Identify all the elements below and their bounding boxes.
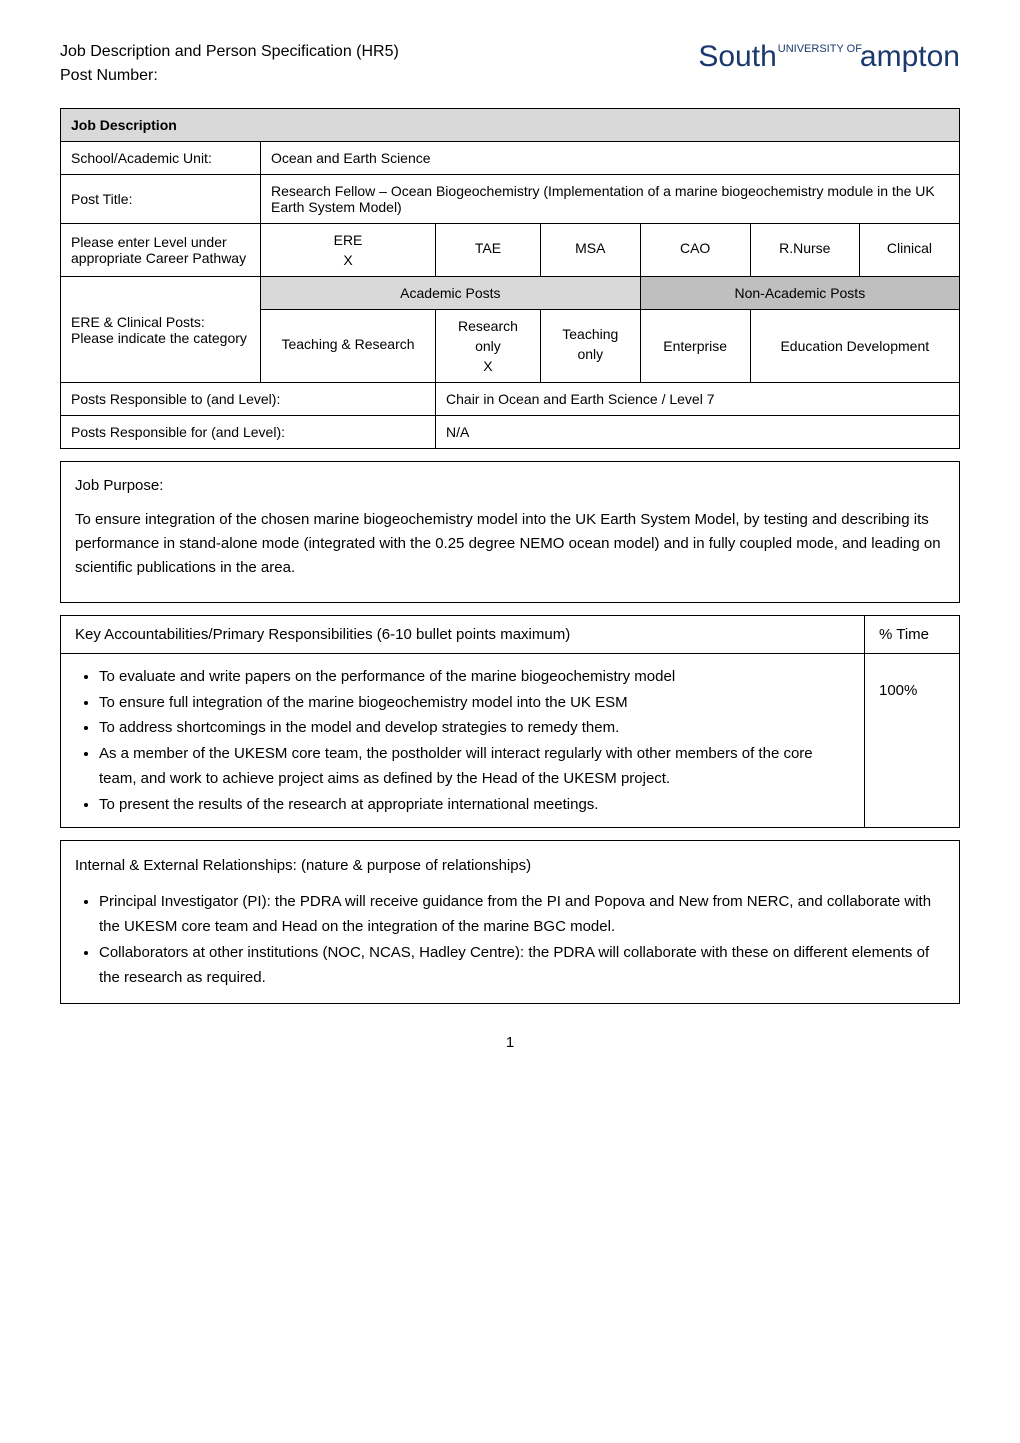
academic-col-label: Teaching & Research bbox=[281, 336, 414, 352]
pathway-code: Clinical bbox=[887, 240, 932, 256]
academic-col-label-l2: only bbox=[475, 338, 501, 354]
posts-responsible-for-label: Posts Responsible for (and Level): bbox=[61, 416, 436, 449]
level-label: Please enter Level under appropriate Car… bbox=[61, 224, 261, 277]
academic-col-teach-research: Teaching & Research bbox=[261, 310, 436, 383]
header-line2: Post Number: bbox=[60, 64, 399, 88]
relationships-bullet: Principal Investigator (PI): the PDRA wi… bbox=[99, 889, 945, 940]
ere-label: ERE & Clinical Posts: Please indicate th… bbox=[61, 277, 261, 383]
relationships-box: Internal & External Relationships: (natu… bbox=[60, 840, 960, 1004]
posts-responsible-for-value: N/A bbox=[436, 416, 960, 449]
key-acc-header-right: % Time bbox=[865, 616, 960, 654]
pathway-cell-msa: MSA bbox=[540, 224, 640, 277]
nonacademic-col-enterprise: Enterprise bbox=[640, 310, 750, 383]
logo-sup: UNIVERSITY OF bbox=[778, 43, 862, 55]
job-description-table: Job Description School/Academic Unit: Oc… bbox=[60, 108, 960, 449]
key-acc-list: To evaluate and write papers on the perf… bbox=[99, 664, 850, 817]
section-title: Job Description bbox=[61, 109, 960, 142]
key-acc-header-left: Key Accountabilities/Primary Responsibil… bbox=[61, 616, 865, 654]
key-acc-bullet: To evaluate and write papers on the perf… bbox=[99, 664, 850, 690]
pathway-cell-tae: TAE bbox=[436, 224, 541, 277]
post-title-value: Research Fellow – Ocean Biogeochemistry … bbox=[261, 175, 960, 224]
pathway-cell-clinical: Clinical bbox=[859, 224, 959, 277]
posts-responsible-to-value: Chair in Ocean and Earth Science / Level… bbox=[436, 383, 960, 416]
relationships-bullet: Collaborators at other institutions (NOC… bbox=[99, 940, 945, 991]
job-purpose-body: To ensure integration of the chosen mari… bbox=[75, 508, 945, 580]
pathway-code: R.Nurse bbox=[779, 240, 830, 256]
header-line1: Job Description and Person Specification… bbox=[60, 40, 399, 64]
key-acc-time-value: 100% bbox=[865, 654, 960, 828]
key-acc-bullet: To address shortcomings in the model and… bbox=[99, 715, 850, 741]
academic-col-teaching-only: Teaching only bbox=[540, 310, 640, 383]
job-purpose-title: Job Purpose: bbox=[75, 474, 945, 498]
pathway-code: ERE bbox=[334, 232, 363, 248]
key-acc-bullets-cell: To evaluate and write papers on the perf… bbox=[61, 654, 865, 828]
logo-right: ampton bbox=[860, 40, 960, 74]
pathway-code: MSA bbox=[575, 240, 605, 256]
pathway-cell-ere: ERE X bbox=[261, 224, 436, 277]
job-purpose-box: Job Purpose: To ensure integration of th… bbox=[60, 461, 960, 603]
academic-col-label-l1: Research bbox=[458, 318, 518, 334]
academic-col-mark: X bbox=[483, 358, 492, 374]
key-acc-bullet: To ensure full integration of the marine… bbox=[99, 690, 850, 716]
relationships-title: Internal & External Relationships: (natu… bbox=[75, 853, 945, 879]
university-logo: South UNIVERSITY OF ampton bbox=[698, 40, 960, 74]
academic-col-label-l2: only bbox=[577, 346, 603, 362]
pathway-mark: X bbox=[343, 252, 352, 268]
logo-left: South bbox=[698, 40, 776, 74]
academic-col-label-l1: Teaching bbox=[562, 326, 618, 342]
key-acc-bullet: As a member of the UKESM core team, the … bbox=[99, 741, 850, 792]
pathway-code: CAO bbox=[680, 240, 710, 256]
nonacademic-col-edudev: Education Development bbox=[750, 310, 959, 383]
doc-header: Job Description and Person Specification… bbox=[60, 40, 399, 88]
key-acc-bullet: To present the results of the research a… bbox=[99, 792, 850, 818]
nonacademic-posts-header: Non-Academic Posts bbox=[640, 277, 959, 310]
academic-posts-header: Academic Posts bbox=[261, 277, 641, 310]
school-value: Ocean and Earth Science bbox=[261, 142, 960, 175]
pathway-cell-cao: CAO bbox=[640, 224, 750, 277]
page-number: 1 bbox=[60, 1034, 960, 1051]
post-title-label: Post Title: bbox=[61, 175, 261, 224]
pathway-cell-rnurse: R.Nurse bbox=[750, 224, 859, 277]
posts-responsible-to-label: Posts Responsible to (and Level): bbox=[61, 383, 436, 416]
academic-col-research-only: Research only X bbox=[436, 310, 541, 383]
relationships-list: Principal Investigator (PI): the PDRA wi… bbox=[99, 889, 945, 991]
pathway-code: TAE bbox=[475, 240, 501, 256]
school-label: School/Academic Unit: bbox=[61, 142, 261, 175]
key-accountabilities-table: Key Accountabilities/Primary Responsibil… bbox=[60, 615, 960, 828]
